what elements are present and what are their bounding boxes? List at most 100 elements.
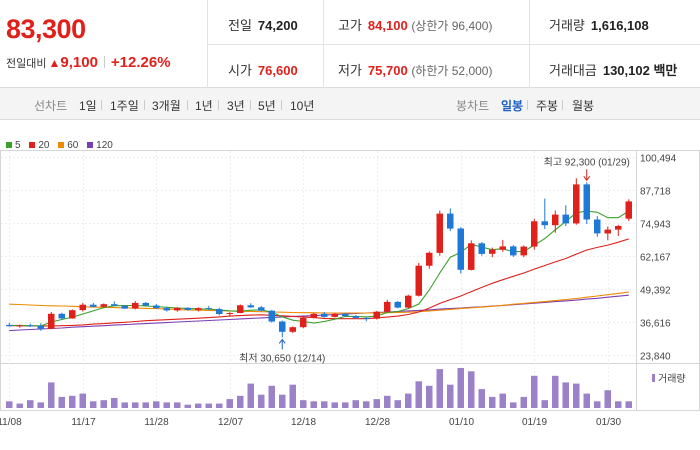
volume-bar: [499, 393, 506, 408]
volume-bar: [226, 399, 233, 408]
legend-item-ma60: 60: [58, 140, 78, 151]
candle-body: [258, 307, 265, 311]
tab-10y[interactable]: 10년: [290, 99, 315, 113]
x-tick-label: 11/17: [71, 417, 96, 428]
candle-body: [394, 301, 401, 308]
candle-body: [520, 246, 527, 256]
tab-1d[interactable]: 1일: [79, 99, 97, 113]
candle-body: [216, 309, 223, 314]
candle-body: [289, 327, 296, 332]
volume-bar: [132, 402, 139, 408]
ma60-line: [9, 291, 629, 314]
candle-body: [373, 311, 380, 319]
high-arrow-head: [583, 175, 591, 182]
candle-body: [625, 201, 632, 219]
volume: 거래량 1,616,108: [549, 18, 649, 33]
candle-body: [321, 313, 328, 317]
y-tick-label: 74,943: [640, 220, 671, 231]
candle-body: [90, 304, 97, 307]
tab-1y[interactable]: 1년: [195, 99, 213, 113]
candle-body: [27, 325, 34, 327]
volume-bar: [531, 375, 538, 408]
volume-bar: [48, 382, 55, 408]
candle-body: [174, 307, 181, 311]
candle-body: [447, 213, 454, 229]
candle-body: [48, 313, 55, 329]
volume-bar: [604, 390, 611, 408]
day-high: 고가 84,100 (상한가 96,400): [338, 18, 493, 33]
volume-bar: [6, 401, 13, 408]
volume-bar: [573, 383, 580, 408]
legend-swatch: [29, 142, 36, 148]
tab-weekly[interactable]: 주봉: [536, 99, 559, 113]
volume-bar: [184, 404, 191, 408]
quote-header: 83,300 전일대비 ▲9,100 +12.26% 전일 74,200 고가 84,1…: [0, 0, 700, 88]
volume-bar: [58, 396, 65, 408]
stats-row-divider: [208, 44, 700, 45]
x-tick-label: 12/07: [218, 417, 243, 428]
candle-body: [184, 307, 191, 310]
volume-bar: [205, 403, 212, 408]
volume-bar: [268, 385, 275, 408]
volume-bar: [436, 369, 443, 408]
candle-body: [573, 184, 580, 224]
candle-body: [615, 226, 622, 230]
volume-bar: [153, 401, 160, 408]
day-low: 저가 75,700 (하한가 52,000): [338, 63, 493, 78]
candle-body: [237, 305, 244, 313]
candle-body: [121, 305, 128, 309]
tab-3y[interactable]: 3년: [227, 99, 245, 113]
candle-body: [426, 252, 433, 266]
volume-bar: [27, 400, 34, 408]
candle-body: [37, 325, 44, 329]
y-tick-label: 23,840: [640, 352, 671, 363]
price-box: 83,300 전일대비 ▲9,100 +12.26%: [0, 0, 208, 88]
candle-body: [583, 184, 590, 220]
candle-body: [58, 313, 65, 319]
candle-body: [195, 308, 202, 310]
candle-body: [510, 246, 517, 256]
volume-bar: [510, 402, 517, 408]
ma20-line: [9, 238, 629, 327]
y-tick-label: 87,718: [640, 187, 671, 198]
up-triangle-icon: ▲: [48, 56, 61, 70]
volume-bar: [247, 383, 254, 408]
candle-body: [279, 321, 286, 332]
x-tick-label: 11/08: [0, 417, 22, 428]
tab-3m[interactable]: 3개월: [152, 99, 181, 113]
volume-bar: [373, 399, 380, 408]
tab-5y[interactable]: 5년: [258, 99, 276, 113]
y-tick-label: 36,616: [640, 319, 671, 330]
volume-bar: [300, 400, 307, 408]
candle-body: [16, 325, 23, 327]
volume-bar: [121, 402, 128, 408]
volume-bar: [520, 396, 527, 408]
tab-1w[interactable]: 1주일: [110, 99, 139, 113]
volume-bar: [289, 384, 296, 408]
volume-bar: [237, 395, 244, 408]
line-chart-label: 선차트: [34, 99, 68, 113]
candle-body: [142, 302, 149, 306]
x-tick-label: 12/28: [365, 417, 390, 428]
volume-bar: [279, 394, 286, 408]
candle-body: [531, 221, 538, 247]
volume-bar: [258, 394, 265, 408]
volume-bar: [478, 389, 485, 408]
tab-monthly[interactable]: 월봉: [572, 99, 595, 113]
volume-bar: [384, 395, 391, 408]
volume-bar: [90, 401, 97, 408]
candle-body: [541, 221, 548, 226]
volume-bar: [363, 401, 370, 408]
candle-body: [205, 308, 212, 310]
chart-period-tabs: 선차트 1일 1주일 3개월 1년 3년 5년 10년 봉차트 일봉 주봉 월봉: [0, 88, 700, 120]
candle-body: [468, 243, 475, 270]
volume-bar: [216, 403, 223, 408]
volume-bar: [69, 395, 76, 408]
volume-bar: [142, 402, 149, 408]
change-label: 전일대비: [6, 58, 47, 70]
tab-daily[interactable]: 일봉: [501, 99, 524, 113]
volume-bar: [541, 400, 548, 408]
legend-item-ma120: 120: [87, 140, 113, 151]
prev-close: 전일 74,200: [228, 18, 298, 33]
